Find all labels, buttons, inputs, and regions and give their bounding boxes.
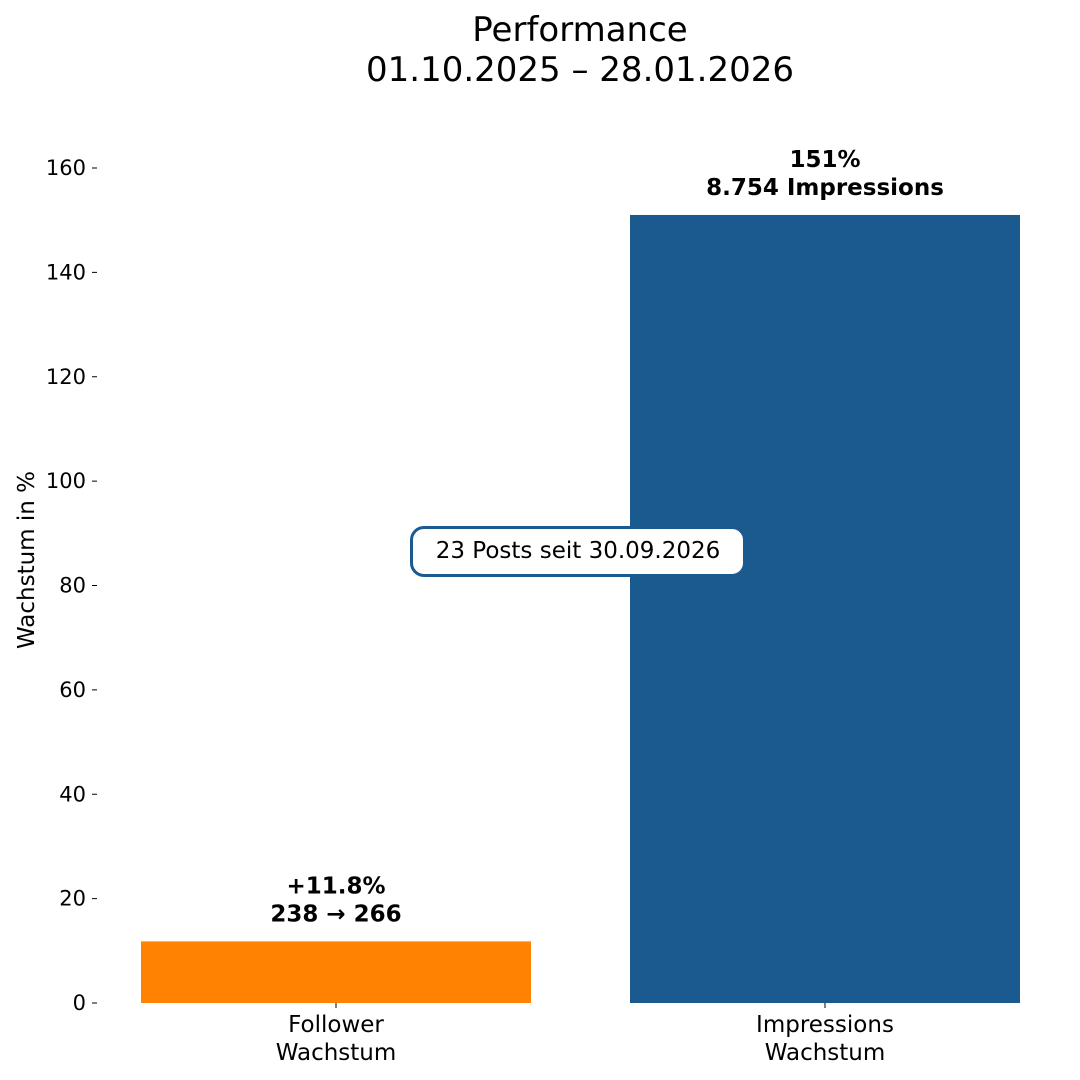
chart-subtitle: 01.10.2025 – 28.01.2026: [366, 50, 794, 90]
bar-2: [630, 214, 1020, 1003]
bar-1: [141, 941, 531, 1003]
y-tick-label: 160: [46, 156, 86, 180]
bar-labels: +11.8%238 → 266 151%8.754 Impressions: [270, 147, 944, 927]
y-tick-label: 100: [46, 469, 86, 493]
x-tick-label-line1: Impressions: [756, 1012, 894, 1038]
bar-value-label: 151%: [789, 147, 860, 173]
y-tick-label: 20: [59, 887, 86, 911]
y-tick-label: 0: [73, 991, 86, 1015]
y-axis-label: Wachstum in %: [14, 471, 40, 649]
y-tick-label: 60: [59, 678, 86, 702]
y-tick-label: 120: [46, 365, 86, 389]
y-axis: 0 20 40 60 80 100 120 140 160: [46, 156, 97, 1015]
posts-annotation: 23 Posts seit 30.09.2026: [410, 526, 746, 577]
y-tick-label: 140: [46, 260, 86, 284]
chart-title: Performance: [472, 10, 688, 50]
bar-detail-label: 238 → 266: [270, 901, 401, 927]
bar-detail-label: 8.754 Impressions: [706, 175, 944, 201]
x-tick-label-line2: Wachstum: [276, 1040, 397, 1066]
x-tick-label-line2: Wachstum: [765, 1040, 886, 1066]
x-tick-label-line1: Follower: [288, 1012, 384, 1038]
bars: [141, 214, 1020, 1003]
y-tick-label: 40: [59, 782, 86, 806]
y-tick-label: 80: [59, 574, 86, 598]
chart-title-block: Performance 01.10.2025 – 28.01.2026: [0, 10, 1080, 90]
bar-value-label: +11.8%: [286, 873, 385, 899]
